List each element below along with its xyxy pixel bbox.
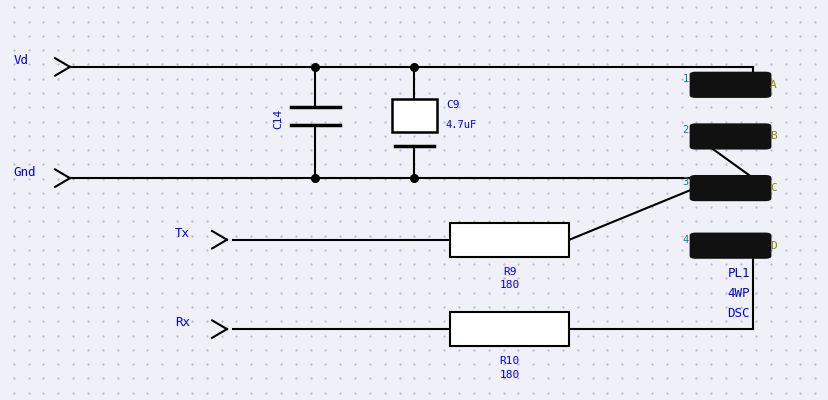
Text: PL1: PL1 [727, 267, 749, 280]
Text: R9: R9 [502, 266, 516, 276]
Text: 3: 3 [681, 177, 688, 187]
Text: Tx: Tx [175, 227, 190, 240]
Text: D: D [769, 241, 776, 251]
Bar [392, 98, 436, 132]
FancyBboxPatch shape [689, 232, 771, 259]
Bar [449, 312, 569, 346]
Text: DSC: DSC [727, 307, 749, 320]
Text: 180: 180 [498, 370, 519, 380]
Text: Gnd: Gnd [14, 166, 36, 179]
FancyBboxPatch shape [689, 175, 771, 201]
FancyBboxPatch shape [689, 123, 771, 150]
Text: 180: 180 [498, 280, 519, 290]
Text: A: A [769, 80, 776, 90]
Text: 4.7uF: 4.7uF [445, 120, 477, 130]
Text: C14: C14 [273, 108, 283, 129]
Text: C9: C9 [445, 100, 459, 110]
Text: B: B [769, 132, 776, 142]
Text: R10: R10 [498, 356, 519, 366]
Text: Vd: Vd [14, 54, 29, 68]
Text: 1: 1 [681, 74, 688, 84]
Bar [449, 223, 569, 257]
FancyBboxPatch shape [689, 72, 771, 98]
Text: 4: 4 [681, 235, 688, 245]
Text: Rx: Rx [175, 316, 190, 329]
Text: C: C [769, 183, 776, 193]
Text: 2: 2 [681, 126, 688, 136]
Text: 4WP: 4WP [727, 287, 749, 300]
